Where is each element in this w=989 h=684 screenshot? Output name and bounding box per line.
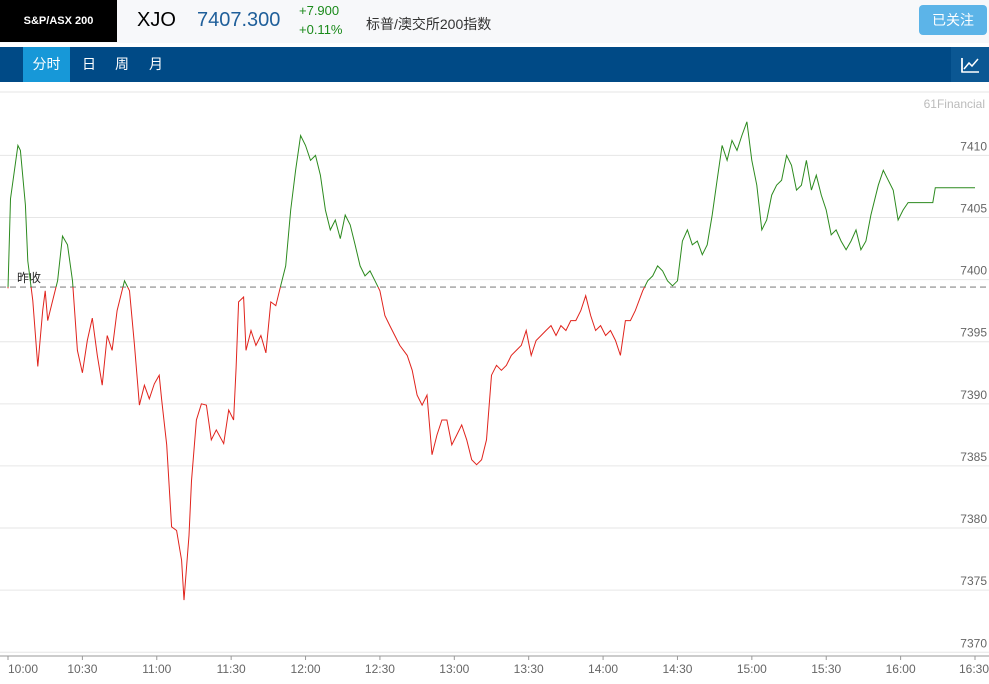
y-tick-label: 7395 (960, 326, 987, 340)
follow-button[interactable]: 已关注 (919, 5, 987, 35)
tab[interactable]: 周 (115, 56, 129, 72)
price: 7407.300 (197, 9, 281, 31)
x-tick-label: 15:30 (811, 662, 841, 676)
y-tick-label: 7390 (960, 388, 987, 402)
y-tick-label: 7405 (960, 201, 987, 215)
x-tick-label: 12:30 (365, 662, 395, 676)
y-tick-label: 7370 (960, 636, 987, 650)
header-bar: S&P/ASX 200 XJO 7407.300 +7.900 +0.11% 标… (0, 0, 989, 43)
logo: S&P/ASX 200 (0, 0, 117, 42)
symbol: XJO (137, 9, 176, 31)
x-tick-label: 13:30 (514, 662, 544, 676)
watermark: 61Financial (924, 97, 985, 111)
x-tick-label: 13:00 (439, 662, 469, 676)
x-tick-label: 16:00 (886, 662, 916, 676)
change: +7.900 (299, 3, 340, 18)
nav-bar: 分时日 周 月 (0, 47, 989, 82)
tab[interactable]: 日 (82, 56, 96, 72)
x-tick-label: 15:00 (737, 662, 767, 676)
chart-icon[interactable] (951, 47, 989, 82)
y-tick-label: 7410 (960, 139, 987, 153)
index-name: 标普/澳交所200指数 (366, 16, 492, 32)
change-pct: +0.11% (299, 22, 343, 37)
x-tick-label: 14:00 (588, 662, 618, 676)
x-tick-label: 11:30 (217, 662, 246, 676)
x-tick-label: 16:30 (959, 662, 989, 676)
x-tick-label: 14:30 (662, 662, 692, 676)
y-tick-label: 7385 (960, 450, 987, 464)
chart: 61Financial 7370 7375 7380 7385 7390 7395 7400… (0, 91, 989, 676)
price-line (7, 121, 975, 601)
tab[interactable]: 分时 (23, 47, 70, 82)
x-tick-label: 11:00 (142, 662, 171, 676)
tab[interactable]: 月 (149, 56, 163, 72)
y-tick-label: 7380 (960, 512, 987, 526)
y-tick-label: 7400 (960, 264, 987, 278)
x-tick-label: 10:30 (67, 662, 97, 676)
x-tick-label: 10:00 (8, 662, 38, 676)
x-tick-label: 12:00 (291, 662, 321, 676)
reference-label: 昨收 (17, 271, 41, 285)
y-tick-label: 7375 (960, 574, 987, 588)
